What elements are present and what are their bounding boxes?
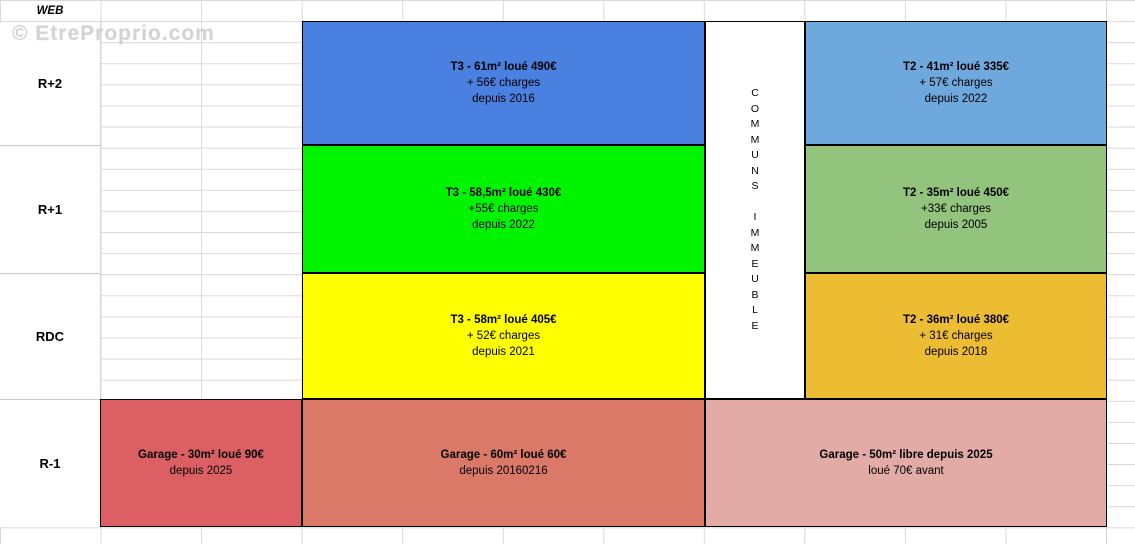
commons-letter: B — [751, 288, 759, 301]
floor-label-column — [0, 22, 101, 527]
unit-title: T2 - 41m² loué 335€ — [902, 61, 1010, 73]
commons-letter: M — [750, 118, 760, 130]
unit-since: depuis 2022 — [924, 93, 988, 105]
commons-letter: E — [751, 319, 759, 332]
commons-letter: C — [751, 87, 759, 99]
unit-since: depuis 2021 — [472, 346, 535, 358]
garage-since: depuis 2025 — [169, 465, 233, 477]
commons-immeuble-cell: C O M M U N S I M M E U B L E — [705, 21, 805, 399]
unit-block-t3-r2: T3 - 61m² loué 490€ + 56€ charges depuis… — [302, 21, 705, 145]
commons-letter: E — [751, 257, 759, 270]
floor-label-r1: R+1 — [37, 201, 63, 217]
unit-since: depuis 2016 — [472, 93, 535, 105]
unit-block-t3-rdc: T3 - 58m² loué 405€ + 52€ charges depuis… — [302, 273, 705, 399]
garage-block-middle: Garage - 60m² loué 60€ depuis 20160216 — [302, 399, 705, 527]
commons-letter: U — [751, 149, 759, 161]
watermark: © EtreProprio.com — [12, 22, 215, 45]
commons-letter: S — [751, 180, 759, 192]
unit-since: depuis 2005 — [924, 219, 988, 231]
garage-since: depuis 20160216 — [459, 465, 548, 477]
floor-label-r2: R+2 — [37, 75, 63, 91]
unit-charges: +55€ charges — [468, 203, 539, 215]
unit-block-t2-r1: T2 - 35m² loué 450€ +33€ charges depuis … — [805, 145, 1107, 273]
commons-letter: I — [753, 211, 757, 223]
unit-title: T2 - 36m² loué 380€ — [902, 314, 1010, 326]
garage-title: Garage - 30m² loué 90€ — [138, 449, 264, 461]
unit-charges: + 56€ charges — [466, 77, 541, 89]
unit-title: T3 - 61m² loué 490€ — [450, 61, 557, 73]
commons-letter: O — [750, 102, 760, 115]
commons-letter: M — [750, 133, 760, 146]
garage-title: Garage - 50m² libre depuis 2025 — [819, 449, 993, 461]
floor-divider-line — [0, 145, 101, 146]
floor-label-r-1: R-1 — [39, 455, 61, 471]
commons-letter: M — [750, 242, 760, 254]
commons-letter: L — [752, 304, 758, 316]
unit-charges: +33€ charges — [920, 203, 991, 215]
unit-block-t2-rdc: T2 - 36m² loué 380€ + 31€ charges depuis… — [805, 273, 1107, 399]
unit-charges: + 52€ charges — [466, 330, 541, 342]
unit-block-t3-r1: T3 - 58,5m² loué 430€ +55€ charges depui… — [302, 145, 705, 273]
corner-label-web: WEB — [36, 4, 64, 17]
garage-block-left: Garage - 30m² loué 90€ depuis 2025 — [100, 399, 302, 527]
unit-block-t2-r2: T2 - 41m² loué 335€ + 57€ charges depuis… — [805, 21, 1107, 145]
unit-charges: + 57€ charges — [919, 77, 993, 89]
garage-block-right: Garage - 50m² libre depuis 2025 loué 70€… — [705, 399, 1107, 527]
unit-title: T2 - 35m² loué 450€ — [902, 187, 1010, 199]
commons-letter: U — [751, 273, 759, 285]
commons-letter: N — [751, 164, 759, 177]
unit-title: T3 - 58,5m² loué 430€ — [445, 187, 562, 199]
unit-title: T3 - 58m² loué 405€ — [450, 314, 557, 326]
unit-since: depuis 2022 — [472, 219, 535, 231]
garage-since: loué 70€ avant — [868, 465, 944, 477]
floor-label-rdc: RDC — [35, 328, 65, 344]
unit-charges: + 31€ charges — [919, 330, 993, 342]
floor-divider-line — [0, 273, 101, 274]
floor-divider-line — [0, 399, 101, 400]
commons-letter: M — [750, 226, 760, 239]
garage-title: Garage - 60m² loué 60€ — [440, 449, 567, 461]
unit-since: depuis 2018 — [924, 346, 988, 358]
